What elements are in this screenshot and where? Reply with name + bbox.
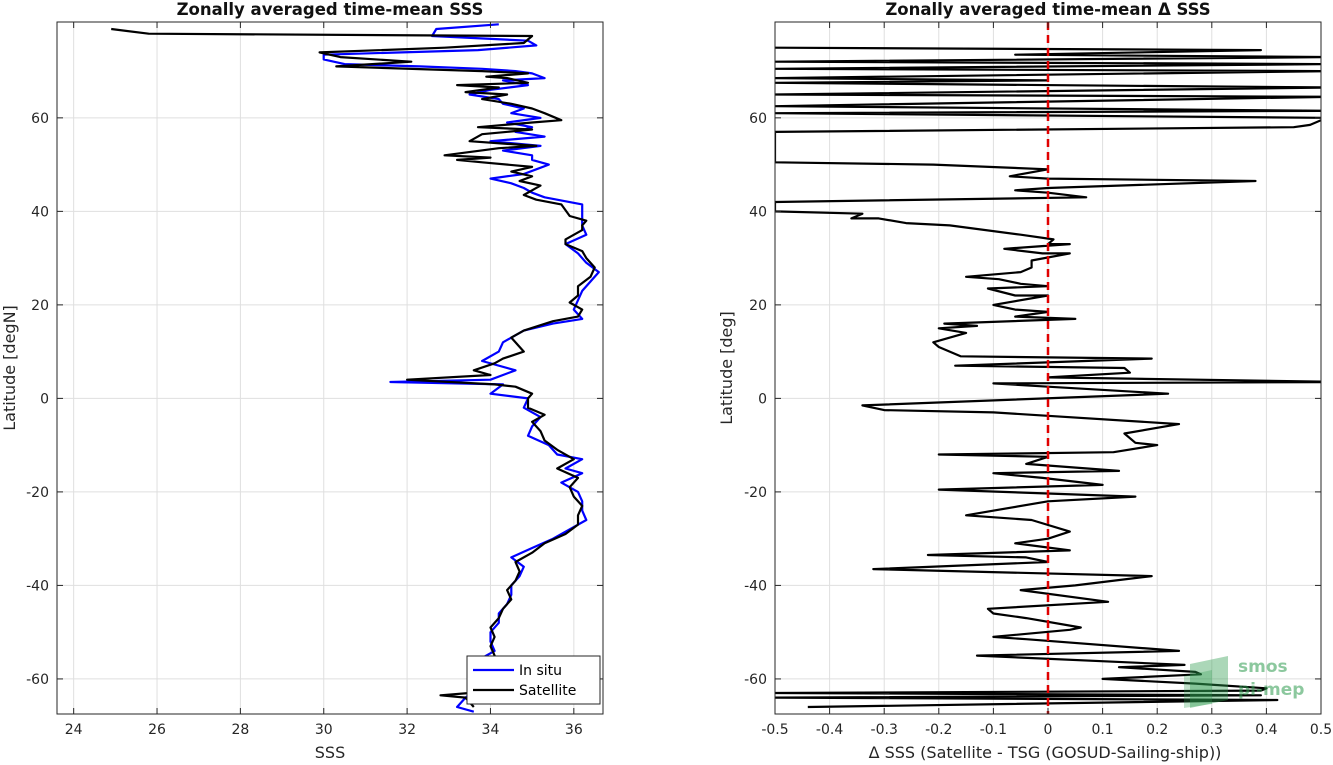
sss-y-tick-label: 40 xyxy=(31,204,49,220)
legend-insitu-label: In situ xyxy=(519,663,562,679)
legend-satellite-label: Satellite xyxy=(519,683,576,699)
delta-chart-title: Zonally averaged time-mean Δ SSS xyxy=(885,0,1210,19)
watermark-line2: pi-mep xyxy=(1238,680,1304,700)
sss-x-tick-label: 28 xyxy=(231,722,249,738)
sss-x-tick-label: 34 xyxy=(482,722,500,738)
sss-ticks: 24 26 28 30 32 34 36 -60 -40 -20 0 20 40 60 xyxy=(26,22,603,738)
delta-x-tick-label: 0.5 xyxy=(1310,722,1332,738)
sss-series-group xyxy=(111,23,600,713)
sss-panel: Zonally averaged time-mean SSS 24 26 28 30 3… xyxy=(0,0,604,762)
delta-x-tick-label: -0.1 xyxy=(980,722,1007,738)
sss-legend: In situ Satellite xyxy=(466,655,601,705)
watermark-logo-icon xyxy=(1190,656,1228,708)
sss-y-tick-label: 60 xyxy=(31,111,49,127)
sss-grid xyxy=(57,22,603,714)
delta-y-axis-label: Latitude [deg] xyxy=(717,311,736,425)
delta-series-lines xyxy=(775,22,1321,714)
sss-x-tick-label: 26 xyxy=(148,722,166,738)
sss-chart-title: Zonally averaged time-mean SSS xyxy=(177,0,484,19)
delta-y-tick-label: 0 xyxy=(758,391,767,407)
sss-y-tick-label: 0 xyxy=(40,391,49,407)
delta-x-tick-label: -0.4 xyxy=(816,722,843,738)
sss-x-axis-label: SSS xyxy=(315,743,345,762)
delta-y-tick-label: -40 xyxy=(744,578,767,594)
delta-x-tick-label: 0.1 xyxy=(1091,722,1113,738)
sss-series-line-1 xyxy=(111,27,596,708)
sss-y-tick-label: -40 xyxy=(26,578,49,594)
delta-ticks: -0.5 -0.4 -0.3 -0.2 -0.1 0 0.1 0.2 0.3 0.4 0.5 -60 -… xyxy=(744,22,1332,738)
sss-x-tick-label: 24 xyxy=(65,722,83,738)
delta-x-tick-label: -0.3 xyxy=(871,722,898,738)
delta-x-tick-label: 0.4 xyxy=(1255,722,1277,738)
delta-series-group xyxy=(775,46,1321,709)
delta-x-axis-label: Δ SSS (Satellite - TSG (GOSUD-Sailing-sh… xyxy=(869,743,1222,762)
delta-series-line-0 xyxy=(775,46,1321,709)
delta-x-tick-label: 0.3 xyxy=(1201,722,1223,738)
delta-x-tick-label: -0.5 xyxy=(761,722,788,738)
delta-y-tick-label: 20 xyxy=(749,298,767,314)
delta-y-tick-label: -60 xyxy=(744,672,767,688)
delta-x-tick-label: -0.2 xyxy=(925,722,952,738)
sss-y-tick-label: -20 xyxy=(26,485,49,501)
delta-x-tick-label: 0 xyxy=(1044,722,1053,738)
sss-y-tick-label: -60 xyxy=(26,672,49,688)
legend-box xyxy=(466,655,601,705)
delta-y-tick-label: -20 xyxy=(744,485,767,501)
smos-pi-mep-watermark: smos pi-mep xyxy=(1184,656,1304,708)
delta-x-tick-label: 0.2 xyxy=(1146,722,1168,738)
watermark-line1: smos xyxy=(1238,657,1288,677)
sss-x-tick-label: 30 xyxy=(315,722,333,738)
sss-x-tick-label: 32 xyxy=(398,722,416,738)
sss-series-lines xyxy=(111,23,600,713)
sss-y-axis-label: Latitude [degN] xyxy=(0,305,19,431)
sss-y-tick-label: 20 xyxy=(31,298,49,314)
sss-axes-box xyxy=(56,21,604,715)
delta-y-tick-label: 60 xyxy=(749,111,767,127)
delta-sss-panel: Zonally averaged time-mean Δ SSS smos pi… xyxy=(717,0,1332,762)
delta-y-tick-label: 40 xyxy=(749,204,767,220)
sss-x-tick-label: 36 xyxy=(565,722,583,738)
delta-grid xyxy=(774,22,1322,714)
